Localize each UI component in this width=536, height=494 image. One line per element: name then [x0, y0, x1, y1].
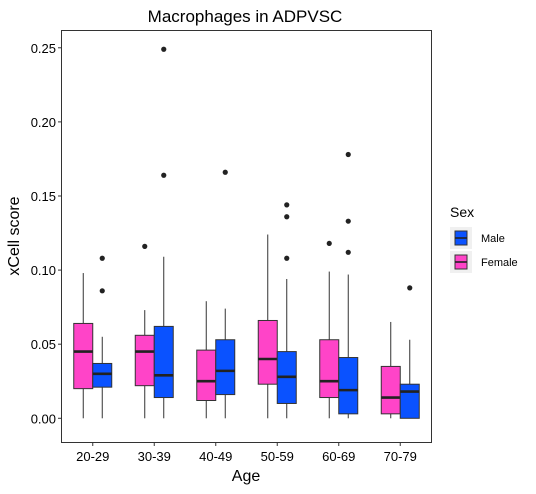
outlier-point — [407, 285, 413, 291]
box-male-70-79 — [399, 285, 420, 419]
x-tick-label: 20-29 — [76, 449, 109, 464]
box-iqr — [92, 362, 113, 388]
box-iqr — [153, 325, 174, 399]
outlier-point — [345, 151, 351, 158]
y-tick-label: 0.00 — [31, 411, 56, 426]
legend: Sex Male Female — [450, 204, 518, 273]
box-iqr — [319, 339, 340, 399]
y-axis-label: xCell score — [6, 196, 23, 275]
y-tick-label: 0.10 — [31, 263, 56, 278]
x-tick-label: 70-79 — [384, 449, 417, 464]
box-iqr — [134, 334, 155, 387]
outlier-point — [284, 255, 290, 261]
outlier-point — [161, 46, 167, 52]
x-tick-label: 30-39 — [138, 449, 171, 464]
box-male-20-29 — [92, 255, 113, 419]
box-iqr — [399, 383, 420, 419]
box-male-60-69 — [338, 151, 359, 419]
box-male-40-49 — [215, 169, 236, 419]
x-axis-label: Age — [232, 468, 261, 485]
y-tick-label: 0.25 — [31, 41, 56, 56]
outlier-point — [99, 255, 105, 261]
box-iqr — [73, 322, 94, 390]
y-tick-label: 0.15 — [31, 189, 56, 204]
y-axis: 0.00 0.05 0.10 0.15 0.20 0.25 — [31, 41, 62, 426]
chart-title: Macrophages in ADPVSC — [148, 7, 343, 26]
box-iqr — [215, 339, 236, 396]
legend-label-female: Female — [481, 257, 518, 269]
box-male-30-39 — [153, 46, 174, 419]
box-series — [73, 46, 420, 419]
box-iqr — [338, 357, 359, 415]
x-tick-label: 50-59 — [261, 449, 294, 464]
outlier-point — [326, 240, 332, 247]
outlier-point — [142, 243, 148, 249]
box-female-50-59 — [257, 234, 278, 419]
box-female-30-39 — [134, 243, 155, 419]
box-female-60-69 — [319, 240, 340, 419]
box-iqr — [257, 319, 278, 385]
outlier-point — [222, 169, 228, 175]
outlier-point — [99, 288, 105, 294]
outlier-point — [345, 249, 351, 255]
legend-title: Sex — [450, 204, 474, 220]
box-iqr — [380, 365, 401, 415]
outlier-point — [284, 214, 290, 220]
x-tick-label: 60-69 — [322, 449, 355, 464]
outlier-point — [284, 202, 290, 208]
box-male-50-59 — [276, 202, 297, 419]
plot-panel — [61, 30, 432, 443]
outlier-point — [161, 172, 167, 178]
y-tick-label: 0.05 — [31, 337, 56, 352]
x-axis: 20-29 30-39 40-49 50-59 60-69 70-79 — [76, 442, 417, 464]
x-tick-label: 40-49 — [199, 449, 232, 464]
y-tick-label: 0.20 — [31, 115, 56, 130]
box-female-40-49 — [196, 301, 217, 419]
legend-label-male: Male — [481, 233, 505, 245]
outlier-point — [345, 218, 351, 224]
box-female-20-29 — [73, 273, 94, 419]
box-iqr — [196, 349, 217, 402]
